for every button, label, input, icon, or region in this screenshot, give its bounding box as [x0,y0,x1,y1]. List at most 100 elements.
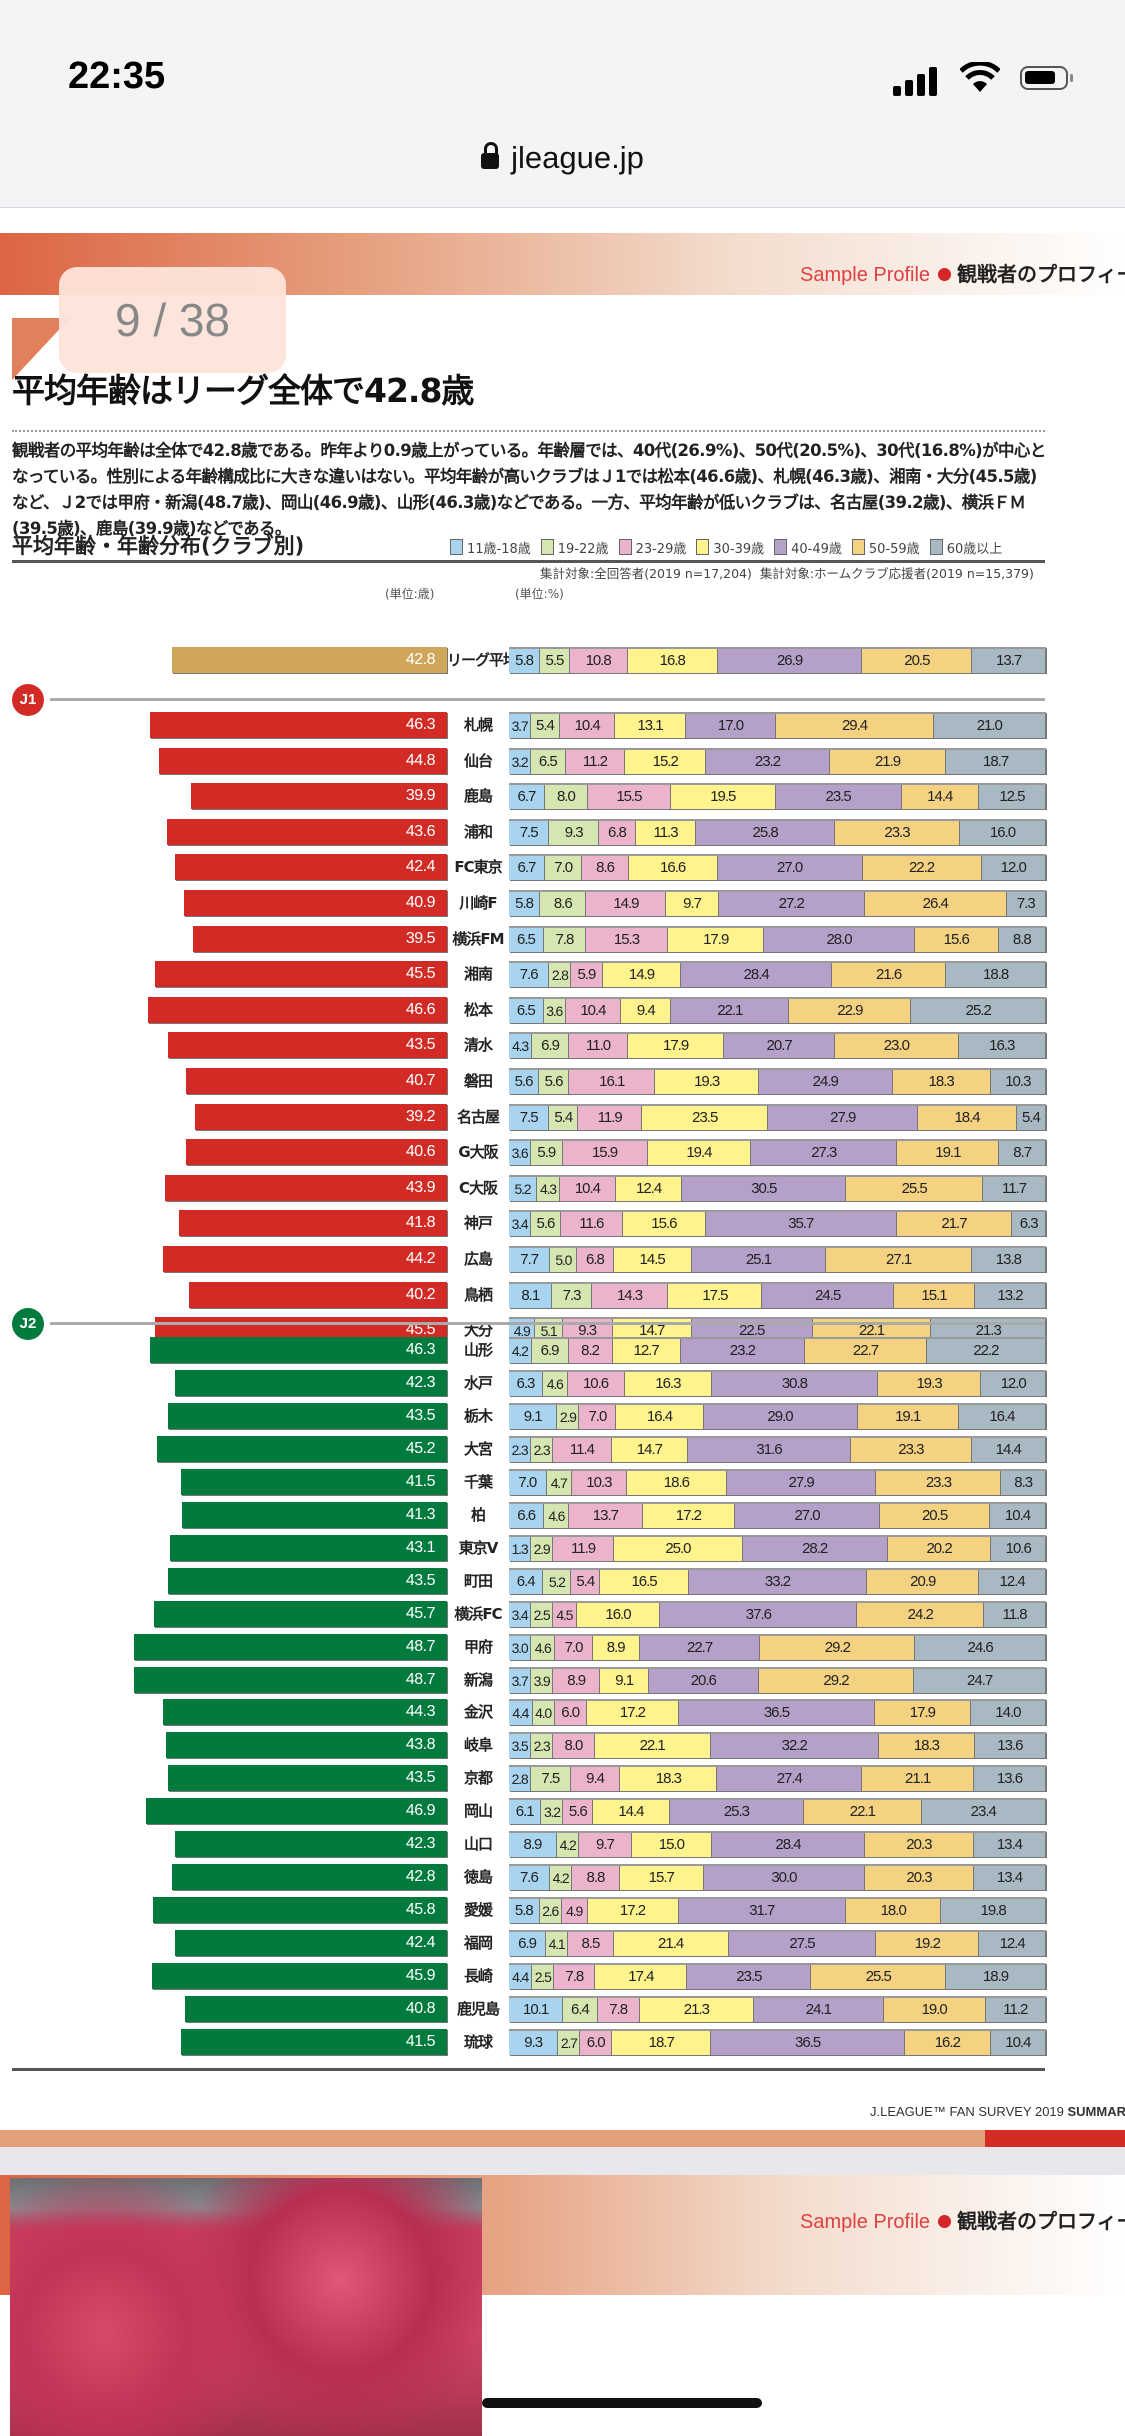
chart-bottom-rule [12,2068,1045,2071]
group-badge-j1: J1 [12,684,44,716]
segment-11歳-18歳: 2.8 [509,1767,531,1791]
legend-swatch [540,539,554,555]
segment-11歳-18歳: 7.0 [509,1471,547,1495]
body-text: 観戦者の平均年齢は全体で42.8歳である。昨年より0.9歳上がっている。年齢層で… [12,441,1046,538]
segment-50-59歳: 15.1 [893,1284,976,1308]
age-bar: 42.4 [174,1930,447,1956]
sample-profile-label: Sample Profile [800,264,931,286]
segment-11歳-18歳: 1.3 [509,1537,531,1561]
segment-40-49歳: 27.9 [726,1471,877,1495]
segment-60歳以上: 24.6 [915,1636,1046,1660]
age-bar: 43.1 [170,1535,447,1561]
segment-30-39歳: 16.0 [576,1603,661,1627]
club-label: 岡山 [463,1802,493,1820]
segment-19-22歳: 2.5 [532,1965,555,1989]
segment-40-49歳: 22.7 [639,1636,761,1660]
segment-40-49歳: 27.0 [735,1504,881,1528]
age-bar: 40.6 [186,1139,447,1165]
segment-19-22歳: 5.4 [549,1106,579,1130]
segment-23-29歳: 14.9 [586,892,667,916]
segment-40-49歳: 20.6 [648,1669,759,1693]
segment-60歳以上: 16.3 [958,1034,1046,1058]
segment-19-22歳: 6.9 [532,1034,570,1058]
bullet-icon [938,2215,952,2228]
segment-30-39歳: 9.1 [600,1669,649,1693]
segment-19-22歳: 2.3 [531,1734,553,1758]
segment-23-29歳: 5.9 [571,963,603,987]
unit-age: (単位:歳) [385,587,435,601]
segment-23-29歳: 10.4 [565,999,622,1023]
legend-label: 23-29歳 [635,542,687,557]
segment-23-29歳: 16.1 [569,1070,656,1094]
footer-summary: SUMMARY [1067,2104,1125,2119]
segment-60歳以上: 8.8 [998,928,1046,952]
segment-60歳以上: 12.5 [978,785,1046,809]
segment-19-22歳: 4.3 [536,1177,560,1201]
segment-40-49歳: 23.5 [775,785,902,809]
segment-19-22歳: 9.3 [549,821,600,845]
segment-19-22歳: 5.4 [531,714,560,738]
legend-swatch [696,539,710,555]
segment-23-29歳: 10.8 [569,649,628,673]
segment-60歳以上: 10.6 [991,1537,1046,1561]
battery-icon [1020,66,1073,90]
age-distribution-bar: 7.6 4.2 8.8 15.7 30.0 20.3 13.4 [509,1864,1046,1890]
segment-40-49歳: 36.5 [711,2031,905,2055]
age-bar: 46.9 [145,1798,447,1824]
age-bar: 46.3 [149,712,447,738]
age-distribution-bar: 2.3 2.3 11.4 14.7 31.6 23.3 14.4 [509,1436,1046,1462]
segment-19-22歳: 5.2 [543,1570,572,1594]
club-label: G大阪 [458,1143,498,1161]
age-distribution-bar: 6.3 4.6 10.6 16.3 30.8 19.3 12.0 [509,1370,1046,1396]
signal-icon [893,66,939,96]
footer-band [0,2130,985,2147]
legend-swatch [618,539,632,555]
segment-40-49歳: 25.3 [669,1800,805,1824]
club-label: 琉球 [463,2033,493,2051]
segment-23-29歳: 8.2 [568,1339,613,1363]
age-distribution-bar: 7.5 5.4 11.9 23.5 27.9 18.4 5.4 [509,1104,1046,1130]
segment-11歳-18歳: 6.5 [509,999,544,1023]
segment-19-22歳: 4.2 [556,1833,580,1857]
club-label: 徳島 [463,1868,493,1886]
segment-11歳-18歳: 3.2 [509,750,531,774]
legend-item: 30-39歳 [696,538,764,557]
age-bar: 39.9 [190,783,447,809]
segment-11歳-18歳: 5.2 [509,1177,537,1201]
lock-icon [481,142,500,169]
page-title: 平均年齢はリーグ全体で42.8歳 [12,371,474,410]
age-distribution-bar: 2.8 7.5 9.4 18.3 27.4 21.1 13.6 [509,1765,1046,1791]
segment-11歳-18歳: 8.1 [509,1284,553,1308]
segment-19-22歳: 5.6 [531,1212,561,1236]
segment-60歳以上: 13.7 [972,649,1046,673]
segment-60歳以上: 8.3 [1001,1471,1046,1495]
home-indicator[interactable] [482,2398,762,2408]
segment-19-22歳: 4.1 [546,1932,569,1956]
age-distribution-bar: 3.4 5.6 11.6 15.6 35.7 21.7 6.3 [509,1210,1046,1236]
legend-item: 50-59歳 [851,538,920,557]
browser-status-bar [0,0,1125,208]
segment-60歳以上: 13.4 [973,1866,1046,1890]
page-gap [0,2147,1125,2175]
segment-60歳以上: 18.7 [946,750,1046,774]
segment-50-59歳: 14.4 [901,785,979,809]
segment-50-59歳: 15.6 [914,928,999,952]
segment-19-22歳: 2.8 [549,963,572,987]
segment-50-59歳: 19.1 [897,1141,1000,1165]
segment-50-59歳: 25.5 [846,1177,984,1201]
segment-40-49歳: 23.2 [680,1339,806,1363]
segment-30-39歳: 16.3 [624,1372,713,1396]
segment-30-39歳: 16.4 [616,1405,704,1429]
segment-23-29歳: 7.0 [555,1636,593,1660]
age-bar: 43.9 [165,1175,447,1201]
legend-swatch [774,539,788,555]
segment-40-49歳: 30.8 [712,1372,878,1396]
legend-item: 40-49歳 [774,538,842,557]
segment-23-29歳: 11.4 [553,1438,612,1462]
address-bar[interactable]: jleague.jp [0,140,1125,176]
segment-40-49歳: 28.2 [742,1537,888,1561]
age-bar: 44.3 [162,1699,447,1725]
segment-50-59歳: 22.2 [862,856,982,880]
age-distribution-bar: 5.2 4.3 10.4 12.4 30.5 25.5 11.7 [509,1175,1046,1201]
segment-23-29歳: 15.5 [587,785,671,809]
